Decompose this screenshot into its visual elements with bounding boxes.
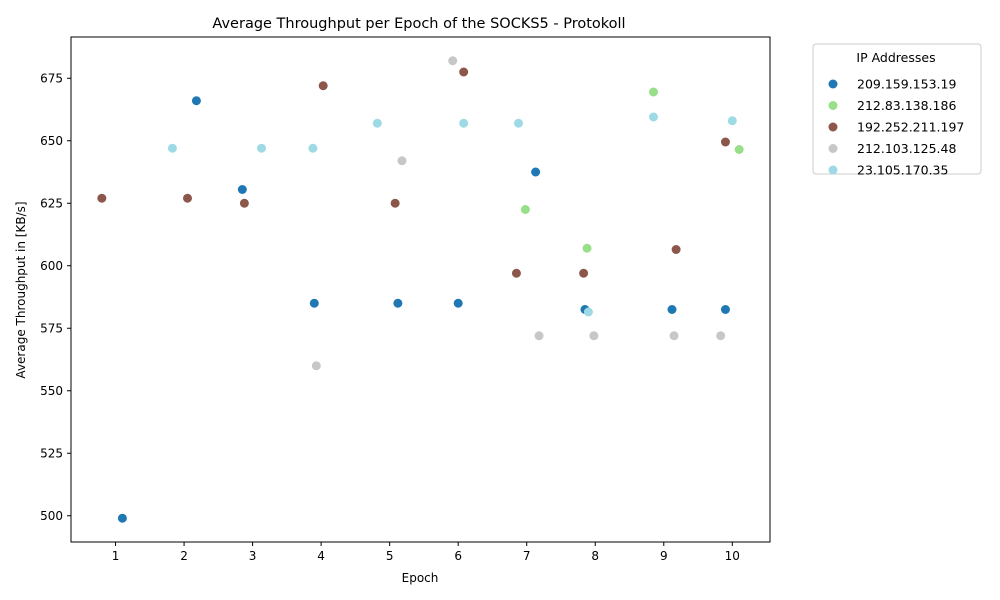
data-point <box>393 298 403 308</box>
x-tick-label: 2 <box>180 549 188 563</box>
x-tick-label: 6 <box>454 549 462 563</box>
y-tick-label: 525 <box>40 446 63 460</box>
data-point <box>397 156 407 166</box>
data-point <box>667 305 677 314</box>
data-point <box>257 143 267 153</box>
x-tick-label: 5 <box>386 549 394 563</box>
data-point <box>531 167 541 177</box>
plot-area <box>97 56 744 523</box>
legend-label: 209.159.153.19 <box>857 77 956 92</box>
legend-marker <box>828 122 838 132</box>
data-point <box>579 268 589 278</box>
x-tick-label: 7 <box>523 549 531 563</box>
data-point <box>97 193 107 203</box>
data-point <box>237 185 247 194</box>
legend-box <box>812 43 982 175</box>
y-axis: 500 525 550 575 600 625 650 675 <box>40 71 71 523</box>
data-point <box>372 118 382 128</box>
y-tick-label: 500 <box>40 509 63 523</box>
x-tick-label: 4 <box>317 549 325 563</box>
y-tick-label: 625 <box>40 196 63 210</box>
data-point <box>183 193 192 203</box>
data-point <box>589 331 599 341</box>
data-point <box>716 331 726 341</box>
data-point <box>390 198 400 208</box>
data-point <box>448 56 458 66</box>
legend-marker <box>828 79 838 89</box>
y-tick-label: 600 <box>40 259 63 273</box>
legend-title: IP Addresses <box>856 50 935 65</box>
legend-label: 212.83.138.186 <box>857 98 956 113</box>
data-point <box>239 198 249 208</box>
legend-items: 209.159.153.19 212.83.138.186 192.252.211.… <box>828 77 964 178</box>
y-tick-label: 575 <box>40 321 63 335</box>
data-point <box>459 67 469 77</box>
legend-label: 212.103.125.48 <box>857 141 956 156</box>
x-axis-label: Epoch <box>402 571 439 585</box>
legend-label: 23.105.170.35 <box>857 163 948 178</box>
data-point <box>117 513 127 523</box>
y-tick-label: 550 <box>40 384 63 398</box>
data-point <box>669 331 679 341</box>
data-point <box>459 118 469 128</box>
y-tick-label: 650 <box>40 134 63 148</box>
data-point <box>511 268 521 278</box>
data-point <box>513 118 523 128</box>
x-tick-label: 8 <box>591 549 599 563</box>
data-point <box>311 361 321 371</box>
x-tick-label: 3 <box>249 549 257 563</box>
data-point <box>734 145 744 154</box>
data-point <box>649 87 658 97</box>
legend-marker <box>828 101 838 110</box>
data-point <box>520 205 530 214</box>
data-point <box>534 331 544 341</box>
y-tick-label: 675 <box>40 71 63 85</box>
data-point <box>649 112 658 122</box>
chart-title: Average Throughput per Epoch of the SOCK… <box>212 16 625 32</box>
y-axis-label: Average Throughput in [KB/s] <box>14 201 28 378</box>
x-tick-label: 9 <box>660 549 668 563</box>
data-point <box>309 298 319 308</box>
data-point <box>582 243 592 253</box>
data-point <box>720 137 730 147</box>
legend-label: 192.252.211.197 <box>857 120 964 135</box>
data-point <box>671 245 681 254</box>
data-point <box>720 305 730 314</box>
data-point <box>167 143 177 153</box>
legend-marker <box>828 144 838 153</box>
x-tick-label: 1 <box>112 549 120 563</box>
x-tick-label: 10 <box>725 549 740 563</box>
legend: IP Addresses 209.159.153.19 212.83.138.18… <box>812 43 982 178</box>
data-point <box>583 307 593 317</box>
data-point <box>727 116 737 126</box>
data-point <box>318 81 328 91</box>
data-point <box>453 298 463 308</box>
data-point <box>191 96 201 106</box>
x-axis: 1 2 3 4 5 6 7 8 9 10 <box>112 542 740 563</box>
data-point <box>308 143 318 153</box>
legend-marker <box>828 165 838 175</box>
plot-frame <box>70 36 771 543</box>
